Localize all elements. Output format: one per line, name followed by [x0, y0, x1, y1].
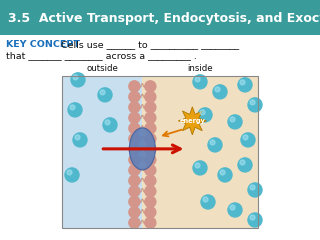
Ellipse shape [129, 128, 156, 170]
Circle shape [98, 88, 112, 102]
Circle shape [203, 197, 208, 202]
Circle shape [103, 118, 117, 132]
Circle shape [129, 112, 140, 123]
Circle shape [243, 135, 248, 140]
Circle shape [129, 175, 140, 186]
Circle shape [145, 217, 156, 228]
Circle shape [230, 117, 235, 122]
Circle shape [129, 196, 140, 207]
Bar [142, 76, 258, 228]
Circle shape [129, 186, 140, 197]
Circle shape [250, 100, 255, 105]
Circle shape [238, 78, 252, 92]
Circle shape [145, 196, 156, 207]
Circle shape [73, 75, 78, 80]
Circle shape [68, 103, 82, 117]
Circle shape [213, 85, 227, 99]
Circle shape [193, 161, 207, 175]
Circle shape [145, 144, 156, 155]
Bar [62, 76, 258, 228]
Circle shape [215, 87, 220, 92]
Circle shape [129, 165, 140, 176]
Circle shape [218, 168, 232, 182]
Circle shape [248, 98, 262, 112]
Circle shape [145, 81, 156, 92]
Circle shape [145, 91, 156, 102]
Circle shape [250, 185, 255, 190]
Circle shape [198, 108, 212, 122]
Circle shape [193, 75, 207, 89]
Circle shape [145, 123, 156, 134]
Circle shape [210, 140, 215, 145]
Circle shape [248, 183, 262, 197]
Circle shape [129, 217, 140, 228]
Circle shape [129, 144, 140, 155]
Circle shape [75, 135, 80, 140]
Circle shape [220, 170, 225, 175]
Circle shape [145, 186, 156, 197]
Circle shape [228, 203, 242, 217]
Circle shape [129, 207, 140, 218]
Text: 3.5  Active Transport, Endocytosis, and Exocytosis: 3.5 Active Transport, Endocytosis, and E… [8, 12, 320, 24]
Text: Cells use ______ to __________ ________: Cells use ______ to __________ ________ [58, 40, 239, 49]
Text: outside: outside [86, 64, 118, 73]
Circle shape [145, 154, 156, 165]
Circle shape [248, 213, 262, 227]
Circle shape [73, 133, 87, 147]
Circle shape [145, 112, 156, 123]
Circle shape [208, 138, 222, 152]
Text: KEY CONCEPT: KEY CONCEPT [6, 40, 80, 49]
Circle shape [228, 115, 242, 129]
Circle shape [145, 165, 156, 176]
Circle shape [100, 90, 105, 95]
Circle shape [129, 154, 140, 165]
Circle shape [129, 102, 140, 113]
Circle shape [129, 81, 140, 92]
Text: energy: energy [180, 118, 205, 124]
Circle shape [240, 80, 245, 85]
Circle shape [195, 77, 200, 82]
Circle shape [70, 105, 75, 110]
Circle shape [230, 205, 235, 210]
Circle shape [65, 168, 79, 182]
Circle shape [201, 195, 215, 209]
Circle shape [241, 133, 255, 147]
Circle shape [105, 120, 110, 125]
Circle shape [145, 102, 156, 113]
Circle shape [67, 170, 72, 175]
Circle shape [129, 123, 140, 134]
Circle shape [195, 163, 200, 168]
Circle shape [240, 160, 245, 165]
Circle shape [145, 175, 156, 186]
Circle shape [71, 73, 85, 87]
Bar [62, 76, 142, 228]
Text: that _______ ________ across a _________ .: that _______ ________ across a _________… [6, 51, 197, 60]
Circle shape [200, 110, 205, 115]
Circle shape [129, 91, 140, 102]
Circle shape [129, 133, 140, 144]
Circle shape [238, 158, 252, 172]
Text: inside: inside [188, 64, 213, 73]
Circle shape [145, 133, 156, 144]
Polygon shape [178, 107, 206, 135]
Circle shape [145, 207, 156, 218]
Circle shape [250, 215, 255, 220]
